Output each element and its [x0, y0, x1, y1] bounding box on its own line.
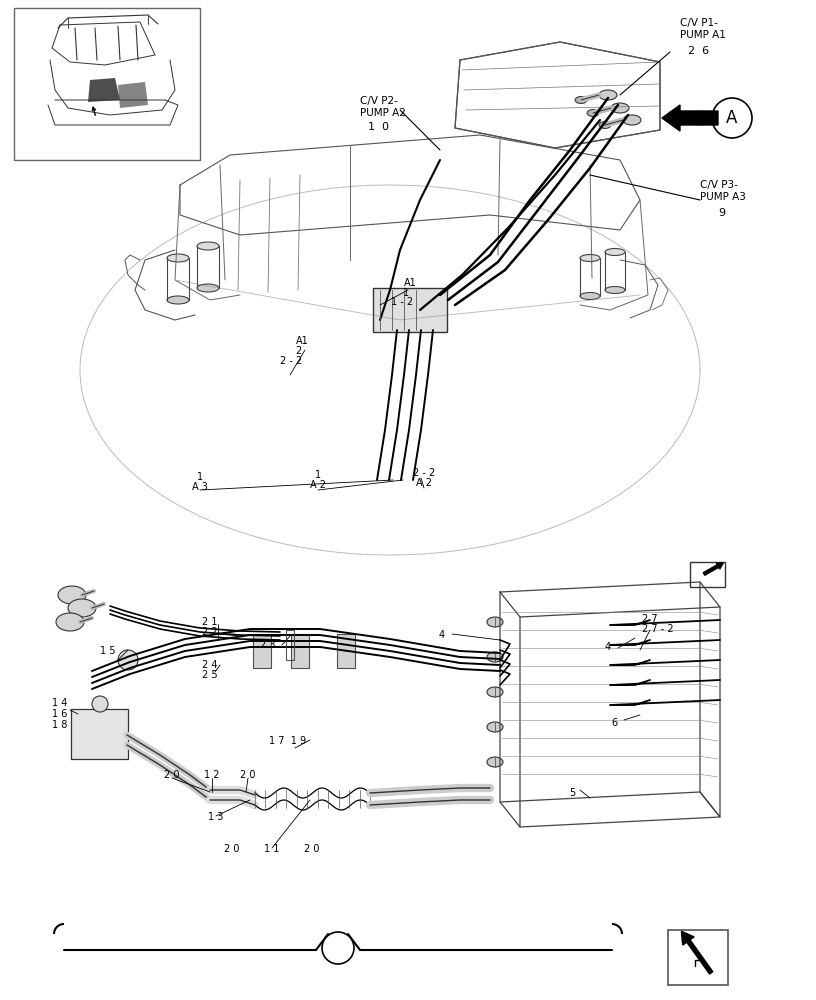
Text: PUMP A1: PUMP A1 [680, 30, 726, 40]
Text: A1: A1 [295, 336, 308, 346]
Ellipse shape [68, 599, 96, 617]
FancyArrow shape [662, 105, 718, 131]
Ellipse shape [487, 652, 503, 662]
Text: 1 8: 1 8 [52, 720, 68, 730]
Text: C/V P1-: C/V P1- [680, 18, 718, 28]
FancyBboxPatch shape [337, 634, 355, 668]
Text: 1 1: 1 1 [264, 844, 280, 854]
Bar [668, 930, 728, 985]
Ellipse shape [623, 115, 641, 125]
Text: 1 2: 1 2 [204, 770, 220, 780]
Text: 2 0: 2 0 [224, 844, 240, 854]
Text: 6: 6 [611, 718, 617, 728]
Text: 9: 9 [718, 208, 725, 218]
Ellipse shape [599, 90, 617, 100]
Ellipse shape [487, 722, 503, 732]
Text: C/V P2-: C/V P2- [360, 96, 398, 106]
Text: 2 0: 2 0 [240, 770, 255, 780]
Circle shape [118, 650, 138, 670]
Ellipse shape [587, 109, 599, 116]
Ellipse shape [197, 284, 219, 292]
Text: 1 7  1 9: 1 7 1 9 [269, 736, 307, 746]
Ellipse shape [487, 687, 503, 697]
Text: A: A [726, 109, 738, 127]
Ellipse shape [605, 248, 625, 255]
Text: 2: 2 [295, 346, 301, 356]
Circle shape [712, 98, 752, 138]
Text: 2 7: 2 7 [642, 614, 658, 624]
Text: A 2: A 2 [416, 478, 432, 488]
Polygon shape [118, 82, 148, 108]
Text: 2 0: 2 0 [304, 844, 320, 854]
Text: 1: 1 [403, 288, 409, 298]
Ellipse shape [56, 613, 84, 631]
Bar [14, 8, 200, 160]
Text: 1 4: 1 4 [52, 698, 68, 708]
Ellipse shape [167, 254, 189, 262]
Text: A: A [333, 941, 343, 955]
Text: 1: 1 [315, 470, 321, 480]
Ellipse shape [167, 296, 189, 304]
Text: 2 - 2: 2 - 2 [280, 356, 302, 366]
FancyBboxPatch shape [71, 709, 128, 759]
Text: 1 5: 1 5 [100, 646, 116, 656]
Polygon shape [88, 78, 120, 102]
Text: 1 6: 1 6 [52, 709, 68, 719]
Text: 2 - 2: 2 - 2 [413, 468, 435, 478]
Ellipse shape [575, 97, 587, 104]
Text: 4: 4 [439, 630, 445, 640]
Ellipse shape [580, 292, 600, 300]
Text: 2 0: 2 0 [164, 770, 180, 780]
Text: PUMP A2: PUMP A2 [360, 108, 406, 118]
Ellipse shape [605, 286, 625, 294]
Ellipse shape [487, 757, 503, 767]
FancyArrow shape [703, 563, 723, 575]
Text: PUMP A3: PUMP A3 [700, 192, 746, 202]
Text: 2 4: 2 4 [202, 660, 218, 670]
FancyBboxPatch shape [373, 288, 447, 332]
Ellipse shape [487, 617, 503, 627]
Text: A 2: A 2 [310, 480, 326, 490]
Text: C/V P3-: C/V P3- [700, 180, 738, 190]
Text: 1 3: 1 3 [208, 812, 224, 822]
Text: 5: 5 [569, 788, 575, 798]
Ellipse shape [611, 103, 629, 113]
Circle shape [322, 932, 354, 964]
Text: 2 3: 2 3 [260, 640, 276, 650]
Text: A 3: A 3 [192, 482, 208, 492]
Ellipse shape [197, 242, 219, 250]
Text: 2  6: 2 6 [688, 46, 709, 56]
Text: 2 1: 2 1 [202, 617, 218, 627]
Ellipse shape [58, 586, 86, 604]
Text: 1: 1 [197, 472, 203, 482]
Ellipse shape [580, 254, 600, 261]
Text: 2 7 - 2: 2 7 - 2 [642, 624, 674, 634]
FancyBboxPatch shape [291, 634, 309, 668]
Text: 1 - 2: 1 - 2 [391, 297, 413, 307]
Text: 4: 4 [605, 642, 611, 652]
Text: 1  0: 1 0 [368, 122, 389, 132]
FancyArrow shape [681, 931, 713, 974]
Text: A1: A1 [404, 278, 416, 288]
Circle shape [92, 696, 108, 712]
Ellipse shape [599, 121, 611, 128]
Text: 2 2: 2 2 [202, 627, 218, 637]
FancyBboxPatch shape [253, 634, 271, 668]
Bar [690, 562, 725, 587]
Text: 2 5: 2 5 [202, 670, 218, 680]
